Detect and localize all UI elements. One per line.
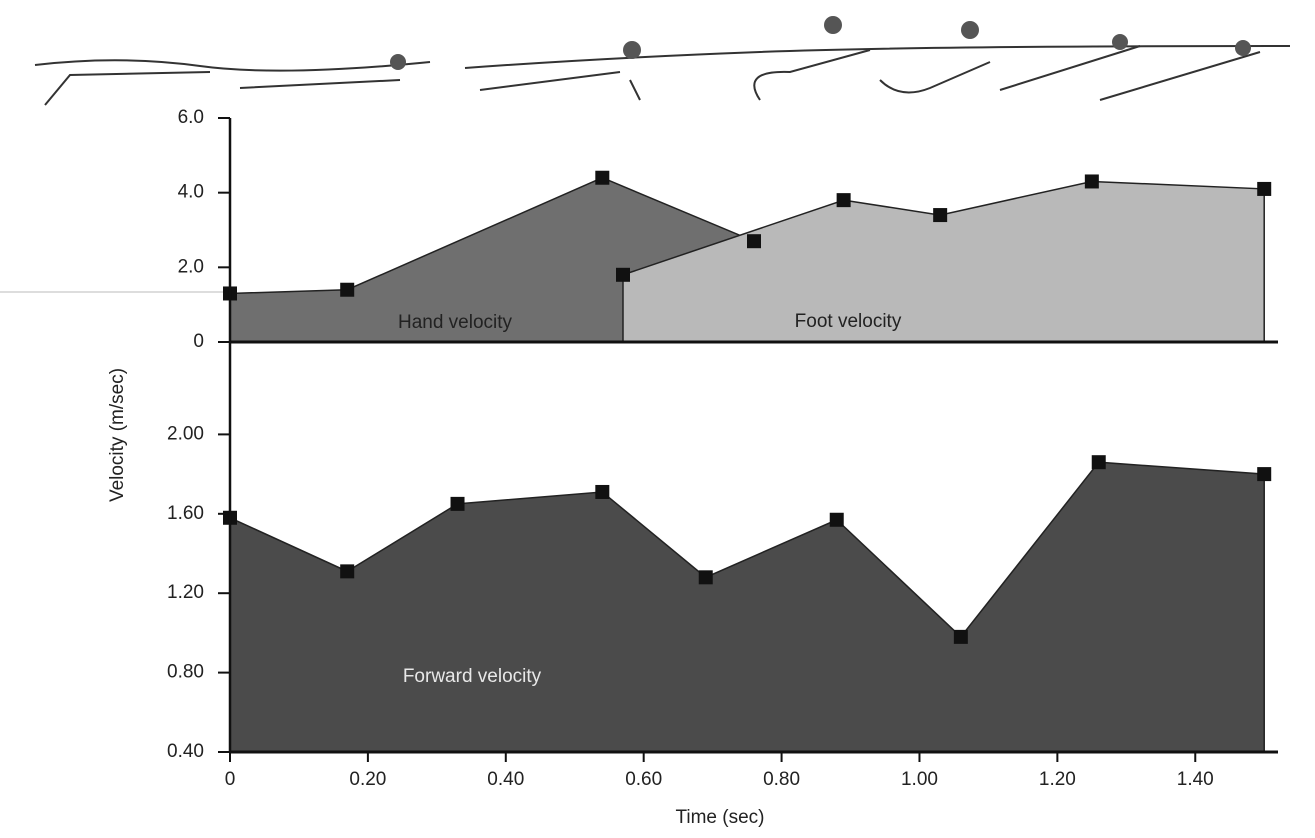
swimmer-head [1112,34,1128,50]
swimmer-head [623,41,641,59]
x-tick-label: 1.40 [1177,769,1214,790]
swimmer-head [390,54,406,70]
point-marker [953,629,968,644]
x-axis-label: Time (sec) [675,807,764,828]
swimmer-body [44,45,1261,106]
point-marker [595,484,610,499]
y-axis-label: Velocity (m/sec) [107,368,128,502]
point-marker [1084,174,1099,189]
point-marker [595,170,610,185]
y-tick-label: 0.80 [167,662,204,683]
area [229,461,1265,753]
x-tick-label: 0 [225,769,236,790]
x-tick-label: 0.20 [349,769,386,790]
y-tick-label: 1.20 [167,582,204,603]
point-marker [1091,455,1106,470]
point-marker [698,570,713,585]
point-marker [616,267,630,282]
y-tick-label: 4.0 [178,182,204,203]
point-marker [340,282,355,297]
x-tick-label: 0.40 [487,769,524,790]
point-marker [747,234,761,249]
y-tick-label: 6.0 [178,107,204,128]
y-tick-label: 2.0 [178,256,204,277]
point-marker [933,208,948,223]
area [622,180,1265,343]
swimmer-head [824,16,842,34]
plots: Hand velocity Foot velocity6.04.02.00Forw… [167,107,1278,790]
series-label: Hand velocity [398,312,513,333]
point-marker [1257,467,1272,482]
x-tick-label: 1.00 [901,769,938,790]
x-tick-label: 1.20 [1039,769,1076,790]
swimmer-illustration [34,16,1291,106]
y-tick-label: 1.60 [167,503,204,524]
point-marker [1257,181,1272,196]
water-line [464,45,1291,69]
y-tick-label: 0.40 [167,741,204,762]
series-label: Foot velocity [795,311,902,332]
swimmer-head [1235,40,1251,56]
x-tick-label: 0.80 [763,769,800,790]
water-line [34,59,431,72]
swimmer-head [961,21,979,39]
y-tick-label: 2.00 [167,423,204,444]
point-marker [836,193,851,208]
point-marker [450,496,465,511]
series-label: Forward velocity [403,666,542,687]
point-marker [829,512,844,527]
x-tick-label: 0.60 [625,769,662,790]
point-marker [340,564,355,579]
y-tick-label: 0 [193,331,204,352]
